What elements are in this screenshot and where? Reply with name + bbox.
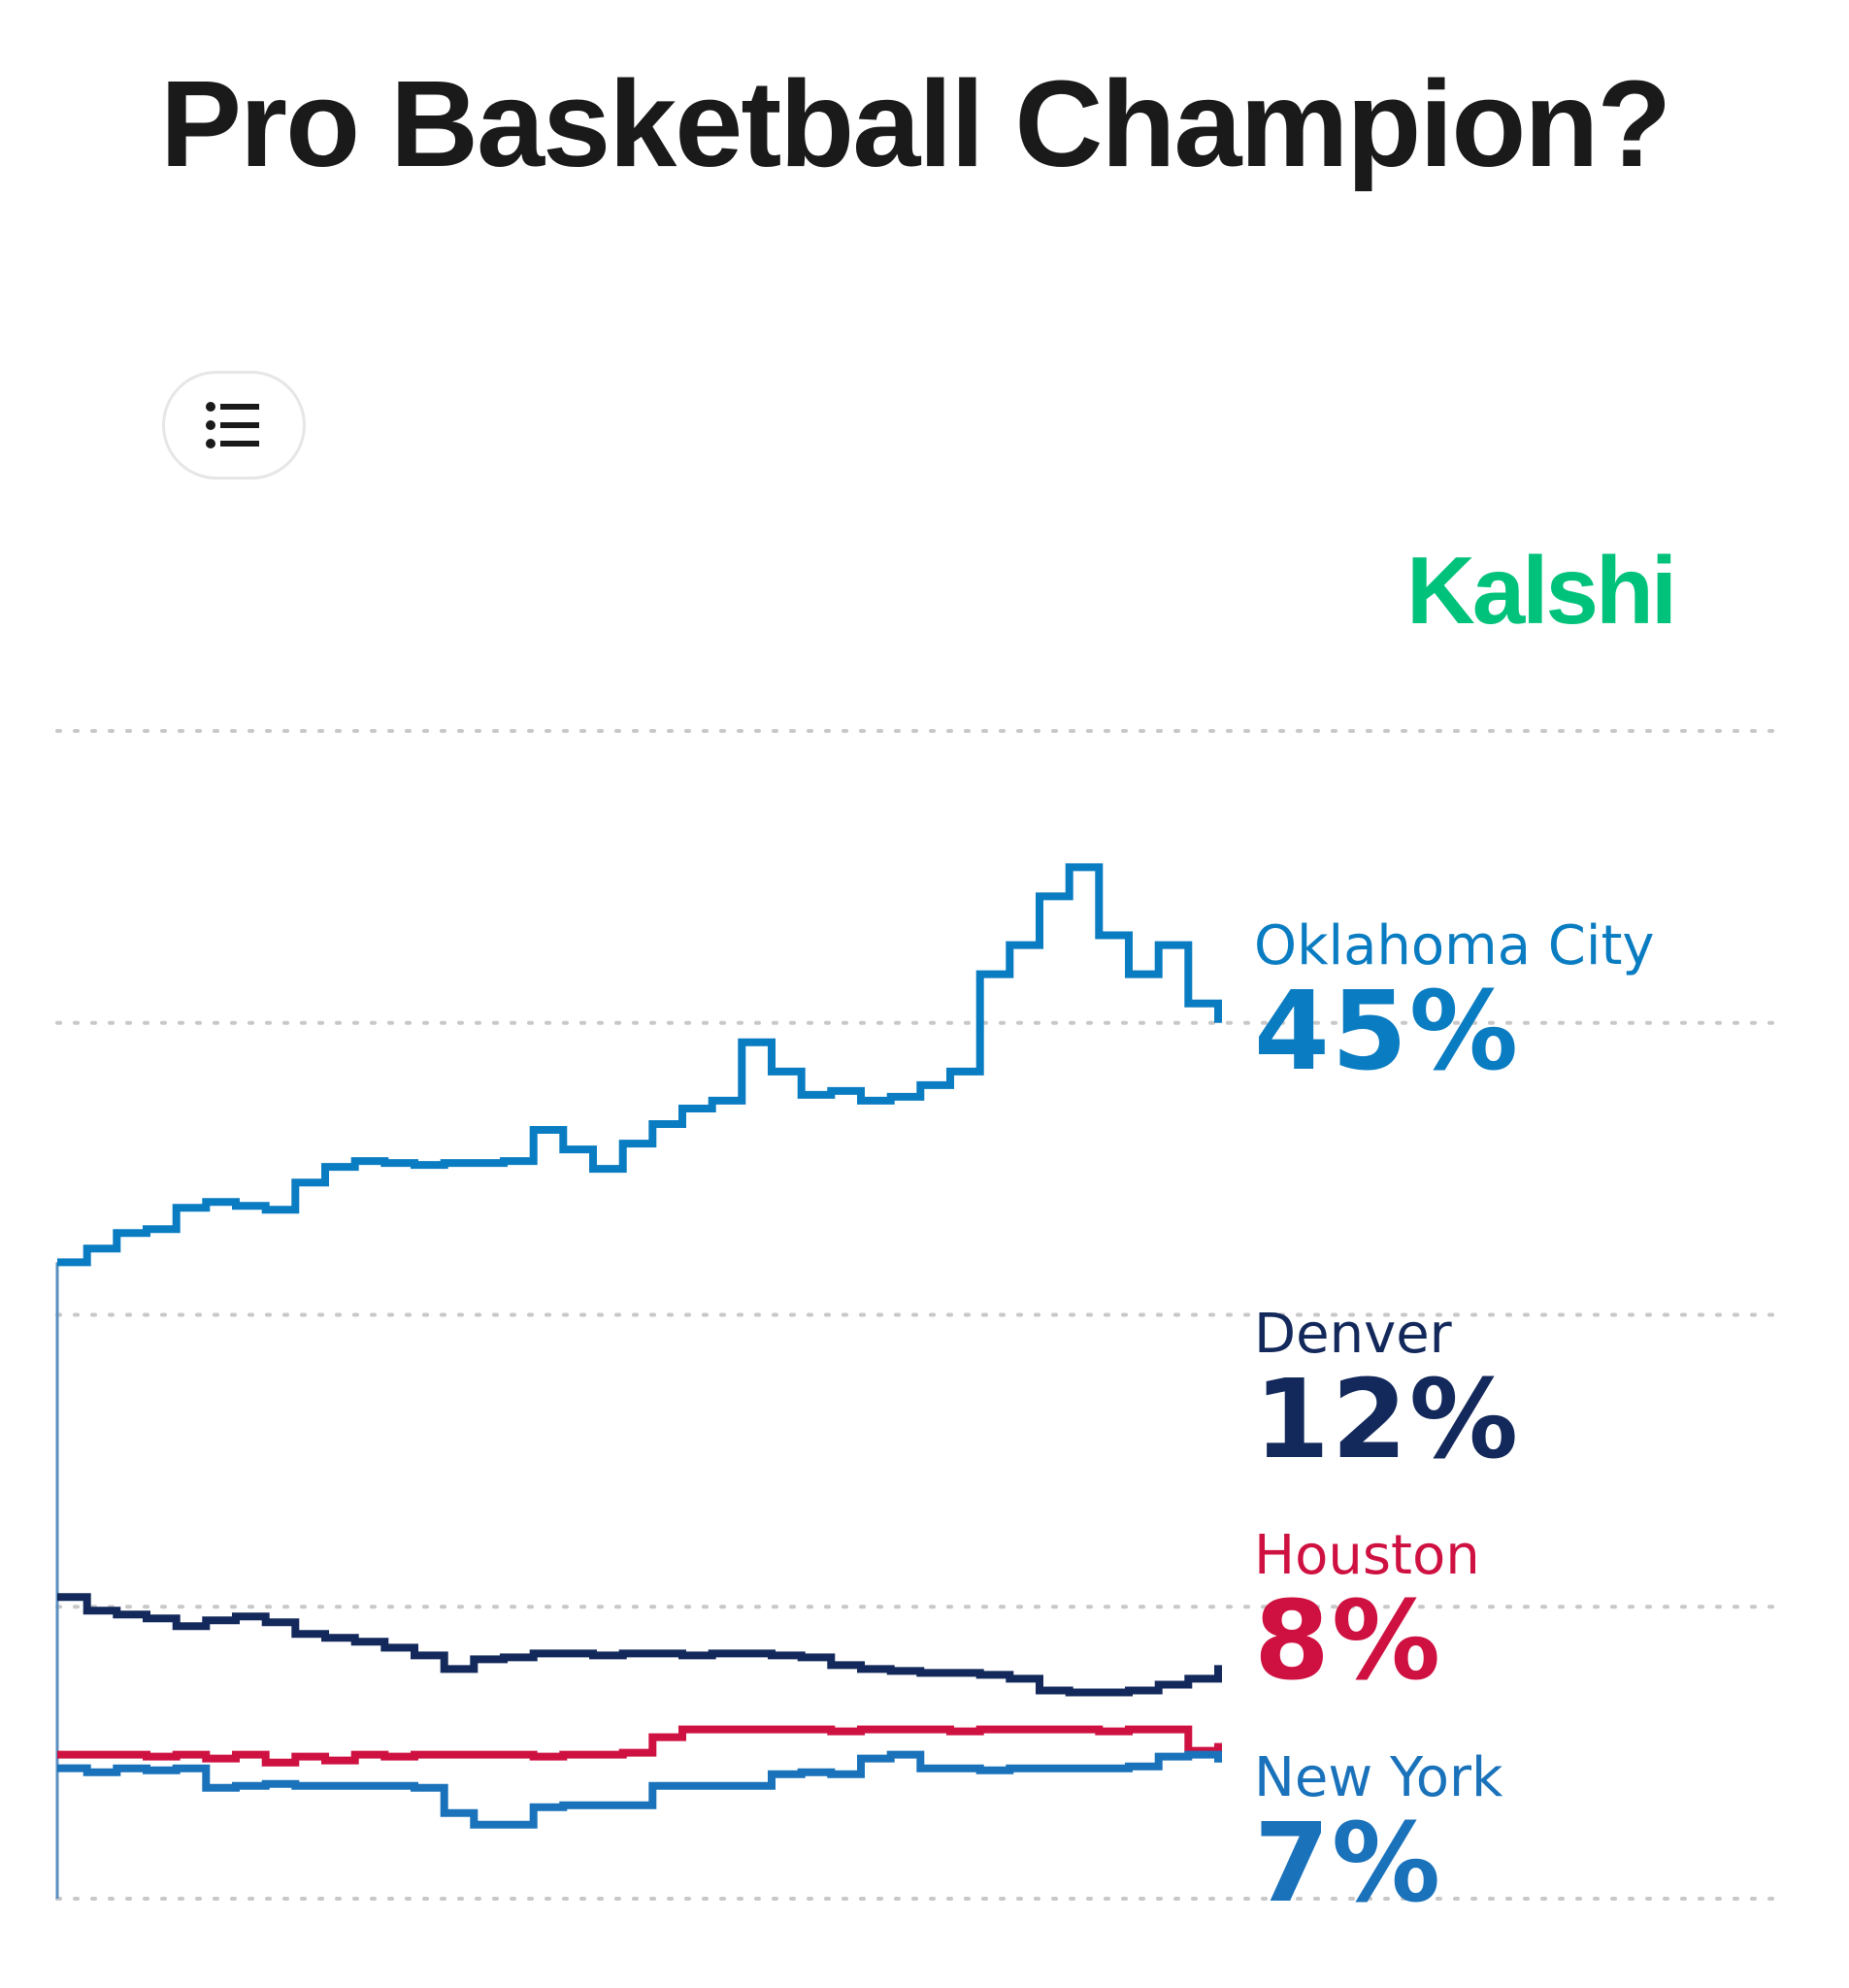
series-label-denver: Denver 12%	[1254, 1303, 1521, 1483]
series-line-oklahoma-city	[57, 863, 1222, 1267]
series-line-new-york	[57, 1750, 1222, 1829]
series-label-houston: Houston 8%	[1254, 1524, 1480, 1705]
kalshi-logo: Kalshi	[1406, 537, 1677, 644]
series-name: New York	[1254, 1746, 1503, 1809]
series-percent: 12%	[1254, 1357, 1521, 1483]
menu-button[interactable]	[162, 371, 306, 480]
list-icon	[206, 402, 259, 448]
series-percent: 45%	[1254, 969, 1521, 1095]
series-name: Denver	[1254, 1303, 1452, 1366]
page-title: Pro Basketball Champion?	[160, 55, 1671, 192]
series-percent: 7%	[1254, 1801, 1443, 1927]
series-label-oklahoma-city: Oklahoma City 45%	[1254, 914, 1655, 1095]
series-line-denver	[57, 1593, 1222, 1697]
series-name: Houston	[1254, 1524, 1480, 1587]
series-percent: 8%	[1254, 1578, 1443, 1705]
series-line-houston	[57, 1725, 1222, 1767]
series-name: Oklahoma City	[1254, 914, 1655, 977]
series-label-new-york: New York 7%	[1254, 1746, 1503, 1927]
